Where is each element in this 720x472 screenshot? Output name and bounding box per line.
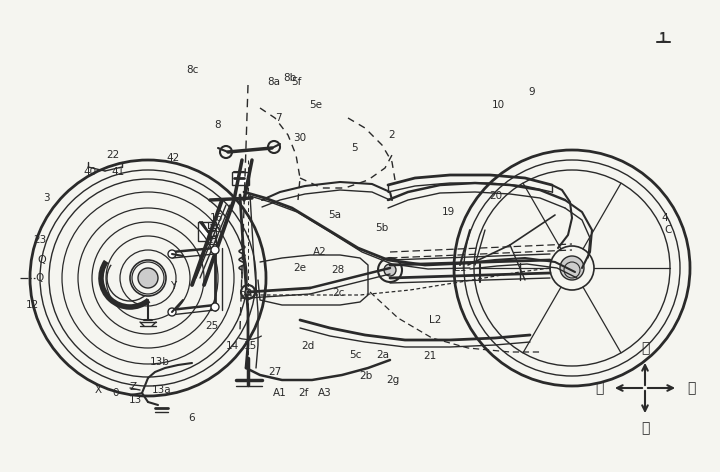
Text: 26: 26 [239,291,253,301]
Text: 23: 23 [33,235,47,245]
Text: 2b: 2b [359,371,373,381]
Text: L2: L2 [429,315,441,325]
Text: 5a: 5a [328,210,341,220]
Text: 8b: 8b [284,73,297,83]
Text: 12: 12 [25,300,39,310]
Text: 15: 15 [243,341,256,351]
Text: 5b: 5b [375,223,389,233]
Text: 13: 13 [128,395,142,405]
Text: 後: 後 [687,381,696,395]
Bar [208,238,216,244]
Circle shape [211,303,219,311]
Text: 8a: 8a [268,77,281,87]
Text: 2a: 2a [377,350,390,360]
Text: 21: 21 [423,351,436,361]
Text: 30: 30 [294,133,307,143]
Text: 8c: 8c [186,65,198,75]
Circle shape [168,250,176,258]
Text: A2: A2 [313,247,327,257]
Circle shape [245,289,251,295]
Text: 14: 14 [225,341,238,351]
Text: 2c: 2c [332,288,344,298]
Circle shape [138,268,158,288]
Text: 27: 27 [269,367,282,377]
Text: 5e: 5e [310,100,323,110]
Bar [208,230,216,236]
Circle shape [560,256,584,280]
Bar [208,222,216,228]
Text: 下: 下 [641,421,649,435]
Text: 42: 42 [166,153,179,163]
FancyBboxPatch shape [232,171,248,185]
Text: 7: 7 [275,113,282,123]
Text: 前: 前 [595,381,603,395]
Text: 40: 40 [84,167,96,177]
Circle shape [211,246,219,254]
Text: 5f: 5f [291,77,301,87]
Text: 3: 3 [42,193,49,203]
Text: Y: Y [170,281,176,291]
Circle shape [384,264,396,276]
Text: 19: 19 [441,207,454,217]
Text: 4: 4 [662,213,668,223]
Text: 2e: 2e [294,263,307,273]
Text: 22: 22 [107,150,120,160]
Text: A1: A1 [273,388,287,398]
FancyBboxPatch shape [197,221,215,241]
Text: 13a: 13a [152,385,172,395]
Text: 上: 上 [641,341,649,355]
Text: 6: 6 [189,413,195,423]
Text: 9: 9 [528,87,535,97]
Text: 16: 16 [210,213,222,223]
Text: 2g: 2g [387,375,400,385]
Text: 2d: 2d [302,341,315,351]
Text: Q: Q [37,255,46,265]
Text: 5: 5 [351,143,359,153]
Text: 10: 10 [492,100,505,110]
Text: C: C [665,225,672,235]
Text: Q: Q [36,273,44,283]
Text: X: X [94,385,102,395]
Circle shape [168,308,176,316]
Text: 28: 28 [331,265,345,275]
Text: 2f: 2f [298,388,308,398]
Text: 18: 18 [208,224,222,234]
Text: 20: 20 [490,191,503,201]
Text: 13b: 13b [150,357,170,367]
Text: 25: 25 [205,321,219,331]
Text: A3: A3 [318,388,332,398]
Text: 5c: 5c [348,350,361,360]
Text: 41: 41 [112,167,125,177]
Text: Z: Z [130,382,137,392]
Text: 1: 1 [659,31,667,45]
Text: 1: 1 [659,32,667,44]
Text: 2: 2 [389,130,395,140]
Text: 17: 17 [207,235,220,245]
Text: θ: θ [113,388,120,398]
Text: L1: L1 [454,263,466,273]
Text: 8: 8 [215,120,221,130]
